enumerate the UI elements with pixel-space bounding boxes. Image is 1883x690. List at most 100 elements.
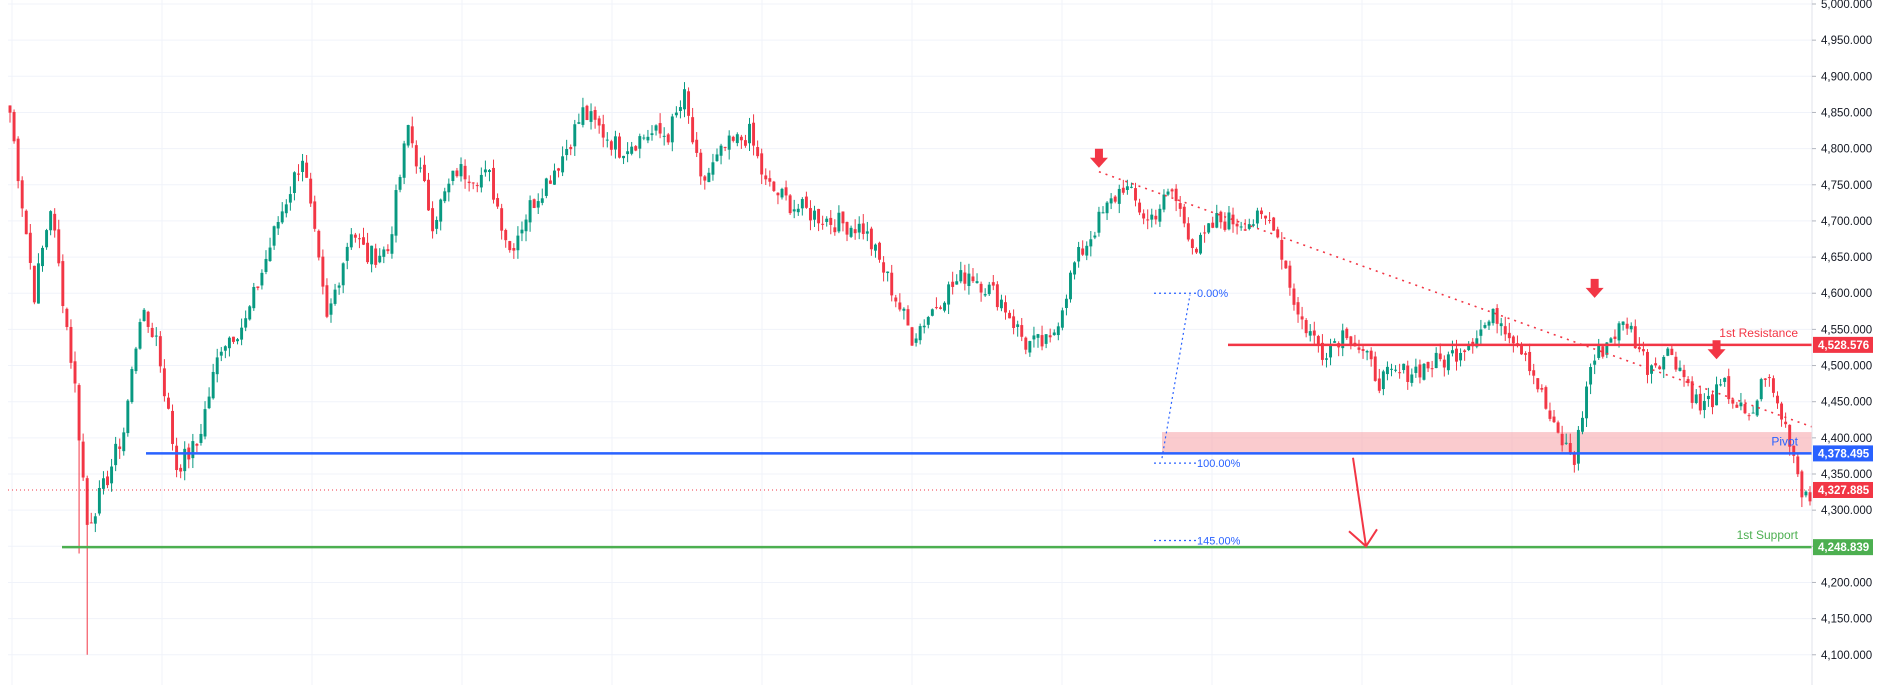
candle-body [674,112,678,116]
candle [914,333,918,347]
candle-body [914,338,918,343]
candle-body [849,227,853,237]
candle [1446,351,1450,375]
candle [1121,179,1125,195]
candle-body [288,194,292,203]
projection-arrowhead [1348,528,1378,548]
candle-body [500,208,504,231]
candle [1109,193,1113,210]
candle-body [955,281,959,285]
candle [687,87,691,124]
candle-body [236,339,240,342]
candle-body [260,272,264,286]
candle-body [520,229,524,234]
candle [146,310,150,333]
candle [983,288,987,297]
candle-body [1711,394,1714,408]
candle [297,164,300,182]
candle [171,404,174,451]
candle-body [1528,351,1532,372]
candle-body [1576,429,1580,464]
candle-body [459,164,463,177]
candle-body [93,516,97,524]
candle [422,155,426,183]
candle [1771,375,1775,398]
candle-body [162,368,166,397]
candle-body [1597,346,1601,358]
candle [1158,204,1162,227]
candle-body [158,336,162,367]
candle [268,237,272,262]
candle-body [1040,335,1044,347]
candle [841,211,845,232]
candle [236,337,240,345]
candle-body [516,235,520,251]
candle [1117,184,1121,214]
candle [1568,433,1572,456]
candle-body [699,152,703,177]
candle-body [1585,386,1588,419]
candle-body [1199,234,1202,254]
candle-body [378,255,382,263]
candle-body [601,124,605,138]
candle-body [841,211,845,224]
candle [1036,333,1040,348]
candle [1012,309,1016,335]
candle [122,427,126,456]
candle-body [1227,212,1231,230]
candle-body [1776,395,1779,404]
candle-body [1731,399,1735,404]
candle [475,182,479,193]
candle [548,175,552,184]
axis-tick-label: 4,400.000 [1821,433,1872,445]
candle [378,248,382,264]
candle-body [349,234,353,248]
candle [1735,402,1739,408]
candle-body [1617,323,1621,341]
candle [1706,387,1710,407]
candle [500,203,504,240]
candle [1325,352,1328,368]
candle [662,127,666,146]
candle [1093,231,1097,240]
price-axis[interactable]: 5,000.000 4,950.000 4,900.000 4,850.000 4,80… [1811,0,1883,685]
candle-body [297,173,300,175]
candle [1142,209,1146,225]
candle-body [1759,379,1763,400]
candle [1194,247,1198,255]
candle [1044,334,1048,349]
candle-body [1194,248,1198,253]
candle [1125,179,1129,195]
candle [1146,209,1150,230]
axis-tick-label: 4,850.000 [1821,107,1872,119]
candle-body [81,441,85,478]
candle-body [1739,402,1743,407]
candle [487,169,491,182]
candle [776,192,780,205]
candle-body [585,105,589,120]
candle [1337,341,1341,357]
candle [1646,349,1649,384]
candle-body [1666,348,1670,356]
candle [467,175,471,192]
candle [589,103,593,130]
candle [167,392,170,410]
candle [207,387,211,410]
candle-body [1056,326,1060,336]
candle-body [110,466,114,484]
candle [658,113,662,139]
candle-body [1621,321,1625,325]
candle-body [28,232,32,263]
candle-body [561,156,565,173]
candle-body [483,169,487,173]
candle-body [565,149,569,156]
candle [1800,469,1804,508]
candle-body [752,122,756,146]
levels: 1st Resistance Pivot 1st Support [8,171,1883,549]
candle-body [878,242,881,260]
candle-body [219,351,223,356]
candle-body [658,123,662,134]
candle [1377,368,1381,394]
